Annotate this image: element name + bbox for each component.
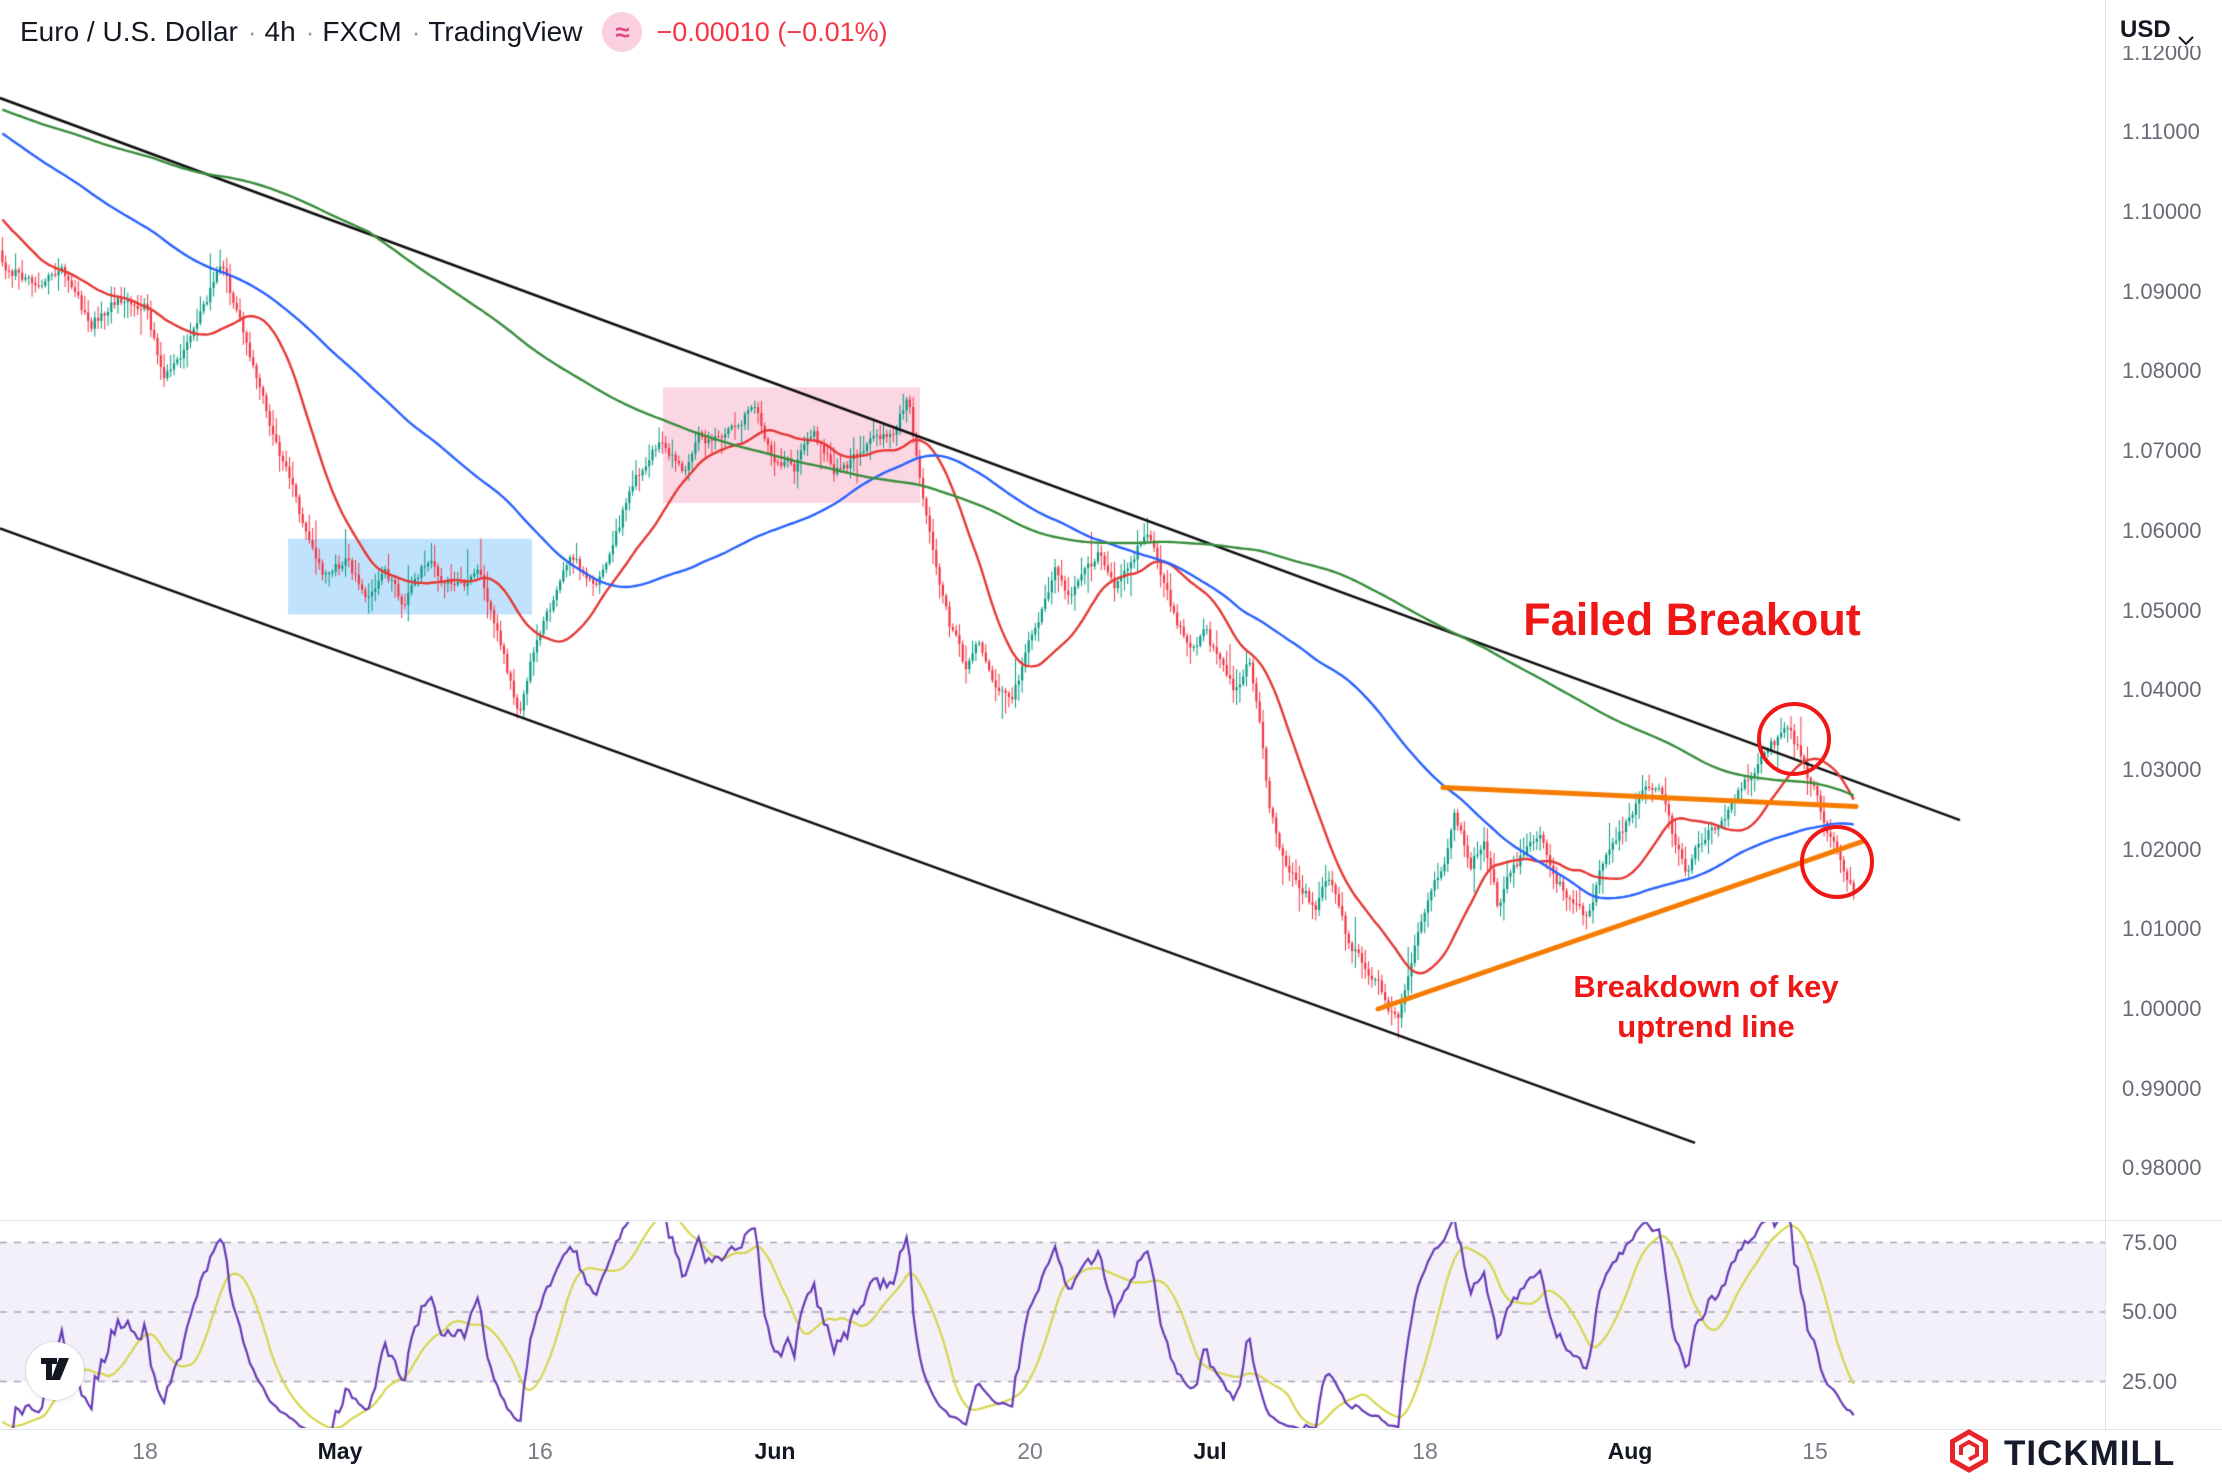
breakdown-annotation[interactable]: Breakdown of key uptrend line bbox=[1573, 967, 1838, 1047]
time-axis-label: 20 bbox=[1017, 1438, 1043, 1464]
price-axis-label: 1.09000 bbox=[2122, 278, 2202, 304]
price-axis-label: 0.99000 bbox=[2122, 1075, 2202, 1101]
price-axis-label: 1.05000 bbox=[2122, 597, 2202, 623]
price-change: −0.00010 (−0.01%) bbox=[656, 16, 888, 47]
price-axis-label: 1.02000 bbox=[2122, 836, 2202, 862]
price-axis-label: 0.98000 bbox=[2122, 1155, 2202, 1181]
separator-dot: · bbox=[247, 16, 257, 47]
tickmill-logo-icon bbox=[1946, 1428, 1992, 1479]
breakout-circle-annotation[interactable] bbox=[1757, 702, 1831, 776]
time-axis-label: 18 bbox=[132, 1438, 158, 1464]
currency-dropdown-label: USD bbox=[2120, 16, 2171, 43]
rsi-axis-label: 25.00 bbox=[2122, 1368, 2178, 1394]
currency-dropdown[interactable]: USD bbox=[2116, 14, 2198, 46]
price-axis[interactable]: 1.12000 1.11000 1.10000 1.09000 1.08000 1.070… bbox=[2106, 0, 2222, 1428]
time-axis-label: May bbox=[317, 1438, 363, 1464]
time-axis-label: Jul bbox=[1193, 1438, 1227, 1464]
time-axis-label: Aug bbox=[1607, 1438, 1653, 1464]
time-axis[interactable]: 18 May 16 Jun 20 Jul 18 Aug 15 bbox=[0, 1432, 2105, 1476]
time-axis-divider bbox=[0, 1429, 2222, 1430]
tradingview-watermark-logo[interactable] bbox=[26, 1342, 84, 1400]
price-axis-label: 1.03000 bbox=[2122, 756, 2202, 782]
tickmill-watermark: TICKMILL bbox=[1946, 1428, 2175, 1479]
price-axis-divider bbox=[2105, 0, 2106, 1429]
time-axis-label: 15 bbox=[1802, 1438, 1828, 1464]
price-axis-label: 1.11000 bbox=[2122, 119, 2200, 145]
price-axis-label: 1.04000 bbox=[2122, 677, 2202, 703]
chevron-down-icon bbox=[2177, 25, 2194, 46]
price-axis-label: 1.01000 bbox=[2122, 916, 2202, 942]
chart-canvas[interactable] bbox=[0, 0, 2105, 1428]
price-axis-label: 1.10000 bbox=[2122, 199, 2202, 224]
separator-dot: · bbox=[411, 16, 421, 47]
exchange-label[interactable]: FXCM bbox=[322, 16, 402, 47]
tradingview-logo-icon bbox=[40, 1355, 70, 1388]
market-status-icon[interactable]: ≈ bbox=[602, 12, 643, 52]
rsi-axis-label: 75.00 bbox=[2122, 1229, 2178, 1255]
price-axis-label: 1.00000 bbox=[2122, 996, 2202, 1021]
breakout-circle-annotation[interactable] bbox=[1800, 825, 1874, 899]
tradingview-label[interactable]: TradingView bbox=[428, 16, 583, 47]
breakdown-annotation-line2: uptrend line bbox=[1617, 1009, 1795, 1044]
tickmill-logo-text: TICKMILL bbox=[2004, 1433, 2176, 1473]
price-axis-label: 1.07000 bbox=[2122, 438, 2202, 464]
time-axis-label: 18 bbox=[1412, 1438, 1438, 1464]
time-axis-label: Jun bbox=[754, 1438, 796, 1464]
price-axis-label: 1.06000 bbox=[2122, 517, 2202, 543]
chart-overlays: Failed Breakout Breakdown of key uptrend… bbox=[1523, 594, 1874, 1047]
chart-header: Euro / U.S. Dollar · 4h · FXCM · Trading… bbox=[20, 12, 888, 52]
pane-divider bbox=[0, 1220, 2222, 1221]
price-axis-label: 1.08000 bbox=[2122, 358, 2202, 384]
rsi-axis-label: 50.00 bbox=[2122, 1299, 2178, 1324]
interval-label[interactable]: 4h bbox=[264, 16, 296, 47]
breakdown-annotation-line1: Breakdown of key bbox=[1573, 969, 1839, 1004]
time-axis-label: 16 bbox=[527, 1438, 553, 1464]
separator-dot: · bbox=[305, 16, 315, 47]
failed-breakout-annotation[interactable]: Failed Breakout bbox=[1523, 594, 1861, 645]
symbol-title[interactable]: Euro / U.S. Dollar bbox=[20, 16, 238, 47]
